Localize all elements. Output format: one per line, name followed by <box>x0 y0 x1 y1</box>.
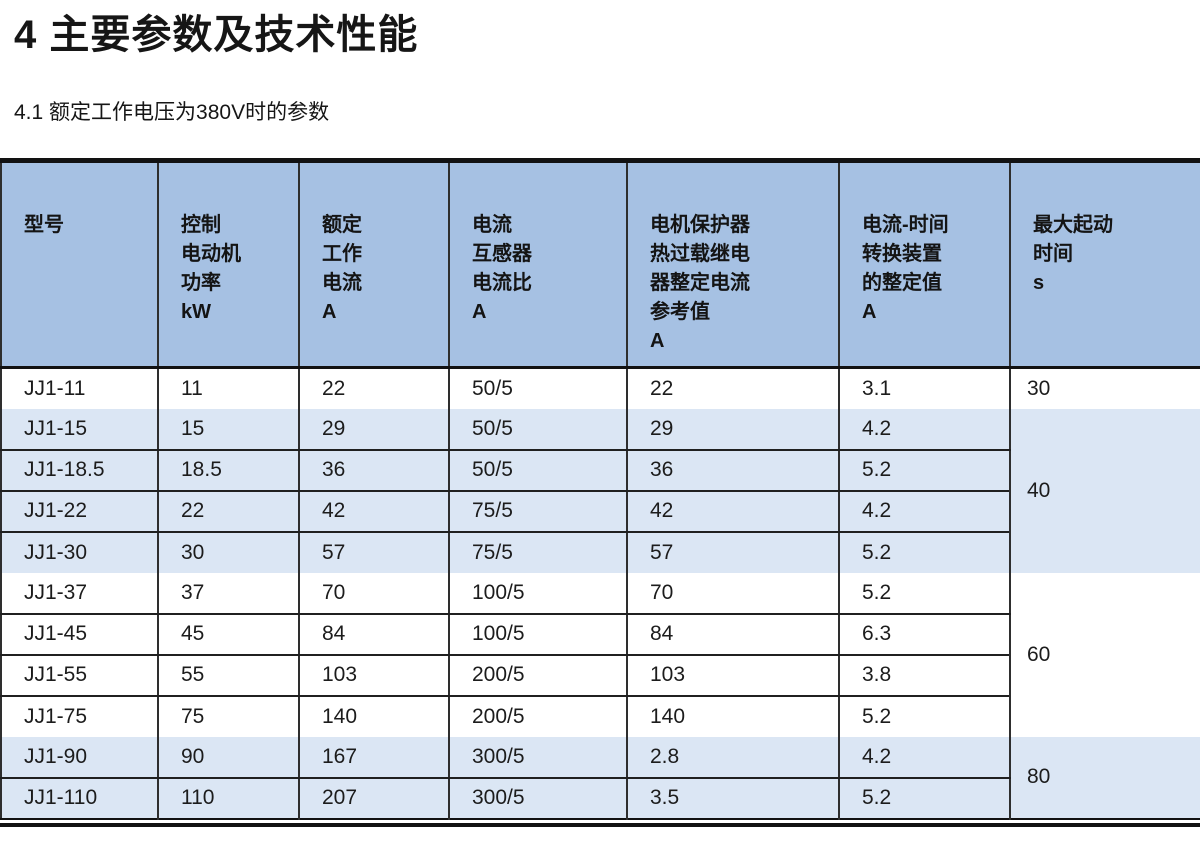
cell-converter-setting: 5.2 <box>838 572 1010 615</box>
table-row: JJ1-75 75 140 200/5 140 5.2 <box>1 695 1200 737</box>
cell-rated-current: 84 <box>298 613 449 656</box>
table-row: JJ1-55 55 103 200/5 103 3.8 <box>1 654 1200 697</box>
cell-rated-current: 29 <box>298 408 449 451</box>
cell-model: JJ1-15 <box>1 408 158 451</box>
cell-motor-power: 22 <box>157 490 299 533</box>
table-row: JJ1-45 45 84 100/5 84 6.3 <box>1 613 1200 656</box>
cell-motor-power: 15 <box>157 408 299 451</box>
cell-rated-current: 57 <box>298 531 449 573</box>
cell-model: JJ1-18.5 <box>1 449 158 492</box>
cell-ct-ratio: 50/5 <box>448 408 627 451</box>
cell-ct-ratio: 200/5 <box>448 695 627 737</box>
cell-motor-power: 110 <box>157 777 299 819</box>
header-row: 型号 控制 电动机 功率 kW 额定 工作 电流 A 电流 互感器 电流比 A … <box>1 160 1200 369</box>
header-ct-ratio: 电流 互感器 电流比 A <box>448 160 627 369</box>
cell-ct-ratio: 75/5 <box>448 490 627 533</box>
header-rated-current: 额定 工作 电流 A <box>298 160 449 369</box>
cell-converter-setting: 3.1 <box>838 367 1010 409</box>
header-relay-current: 电机保护器 热过载继电 器整定电流 参考值 A <box>626 160 839 369</box>
cell-relay-current: 2.8 <box>626 736 839 779</box>
cell-relay-current: 84 <box>626 613 839 656</box>
cell-relay-current: 42 <box>626 490 839 533</box>
cell-motor-power: 30 <box>157 531 299 573</box>
header-model: 型号 <box>1 160 158 369</box>
cell-rated-current: 207 <box>298 777 449 819</box>
cell-ct-ratio: 75/5 <box>448 531 627 573</box>
cell-rated-current: 36 <box>298 449 449 492</box>
cell-relay-current: 3.5 <box>626 777 839 819</box>
cell-relay-current: 103 <box>626 654 839 697</box>
cell-relay-current: 36 <box>626 449 839 492</box>
cell-model: JJ1-37 <box>1 572 158 615</box>
cell-converter-setting: 5.2 <box>838 449 1010 492</box>
table-row: JJ1-30 30 57 75/5 57 5.2 <box>1 531 1200 573</box>
table-row: JJ1-22 22 42 75/5 42 4.2 <box>1 490 1200 533</box>
header-max-start-time: 最大起动 时间 s <box>1009 160 1200 369</box>
cell-rated-current: 42 <box>298 490 449 533</box>
header-converter-setting: 电流-时间 转换装置 的整定值 A <box>838 160 1010 369</box>
cell-model: JJ1-22 <box>1 490 158 533</box>
table-row: JJ1-37 37 70 100/5 70 5.2 60 <box>1 572 1200 737</box>
cell-motor-power: 37 <box>157 572 299 615</box>
cell-rated-current: 22 <box>298 367 449 409</box>
cell-relay-current: 70 <box>626 572 839 615</box>
cell-converter-setting: 4.2 <box>838 408 1010 451</box>
bottom-double-rule <box>0 822 1200 827</box>
subsection-title: 4.1 额定工作电压为380V时的参数 <box>14 101 330 124</box>
cell-max-start-time: 60 <box>1009 572 1200 737</box>
cell-model: JJ1-11 <box>24 376 86 400</box>
cell-rated-current: 140 <box>298 695 449 737</box>
cell-converter-setting: 5.2 <box>838 531 1010 573</box>
table-row: JJ1-11 11 22 50/5 22 3.1 30 <box>1 367 1200 409</box>
cell-ct-ratio: 300/5 <box>448 777 627 819</box>
cell-rated-current: 70 <box>298 572 449 615</box>
section-title: 4 主要参数及技术性能 <box>14 13 419 57</box>
cell-motor-power: 55 <box>157 654 299 697</box>
cell-converter-setting: 5.2 <box>838 695 1010 737</box>
cell-converter-setting: 4.2 <box>838 736 1010 779</box>
table-row: JJ1-18.5 18.5 36 50/5 36 5.2 <box>1 449 1200 492</box>
cell-model: JJ1-30 <box>24 540 88 564</box>
parameters-table: 型号 控制 电动机 功率 kW 额定 工作 电流 A 电流 互感器 电流比 A … <box>0 158 1200 820</box>
cell-rated-current: 103 <box>298 654 449 697</box>
cell-max-start-time: 30 <box>1009 367 1200 409</box>
table-row: JJ1-90 90 167 300/5 2.8 4.2 80 <box>1 736 1200 819</box>
cell-max-start-time: 80 <box>1009 736 1200 819</box>
cell-motor-power: 18.5 <box>157 449 299 492</box>
cell-rated-current: 167 <box>298 736 449 779</box>
table-row: JJ1-110 110 207 300/5 3.5 5.2 <box>1 777 1200 819</box>
cell-ct-ratio: 50/5 <box>448 449 627 492</box>
cell-motor-power: 75 <box>157 695 299 737</box>
cell-ct-ratio: 200/5 <box>448 654 627 697</box>
cell-model: JJ1-75 <box>24 704 88 728</box>
cell-max-start-time: 40 <box>1009 408 1200 573</box>
cell-motor-power: 45 <box>157 613 299 656</box>
table-row: JJ1-15 15 29 50/5 29 4.2 40 <box>1 408 1200 573</box>
cell-converter-setting: 3.8 <box>838 654 1010 697</box>
cell-model: JJ1-55 <box>1 654 158 697</box>
cell-relay-current: 29 <box>626 408 839 451</box>
cell-model: JJ1-90 <box>1 736 158 779</box>
cell-relay-current: 22 <box>626 367 839 409</box>
cell-relay-current: 57 <box>626 531 839 573</box>
cell-converter-setting: 4.2 <box>838 490 1010 533</box>
cell-converter-setting: 5.2 <box>838 777 1010 819</box>
cell-model: JJ1-45 <box>1 613 158 656</box>
cell-ct-ratio: 100/5 <box>448 572 627 615</box>
cell-ct-ratio: 50/5 <box>448 367 627 409</box>
cell-ct-ratio: 300/5 <box>448 736 627 779</box>
cell-model: JJ1-110 <box>24 786 98 809</box>
header-motor-power: 控制 电动机 功率 kW <box>157 160 299 369</box>
cell-motor-power: 90 <box>157 736 299 779</box>
cell-ct-ratio: 100/5 <box>448 613 627 656</box>
cell-motor-power: 11 <box>157 367 299 409</box>
cell-relay-current: 140 <box>626 695 839 737</box>
cell-converter-setting: 6.3 <box>838 613 1010 656</box>
